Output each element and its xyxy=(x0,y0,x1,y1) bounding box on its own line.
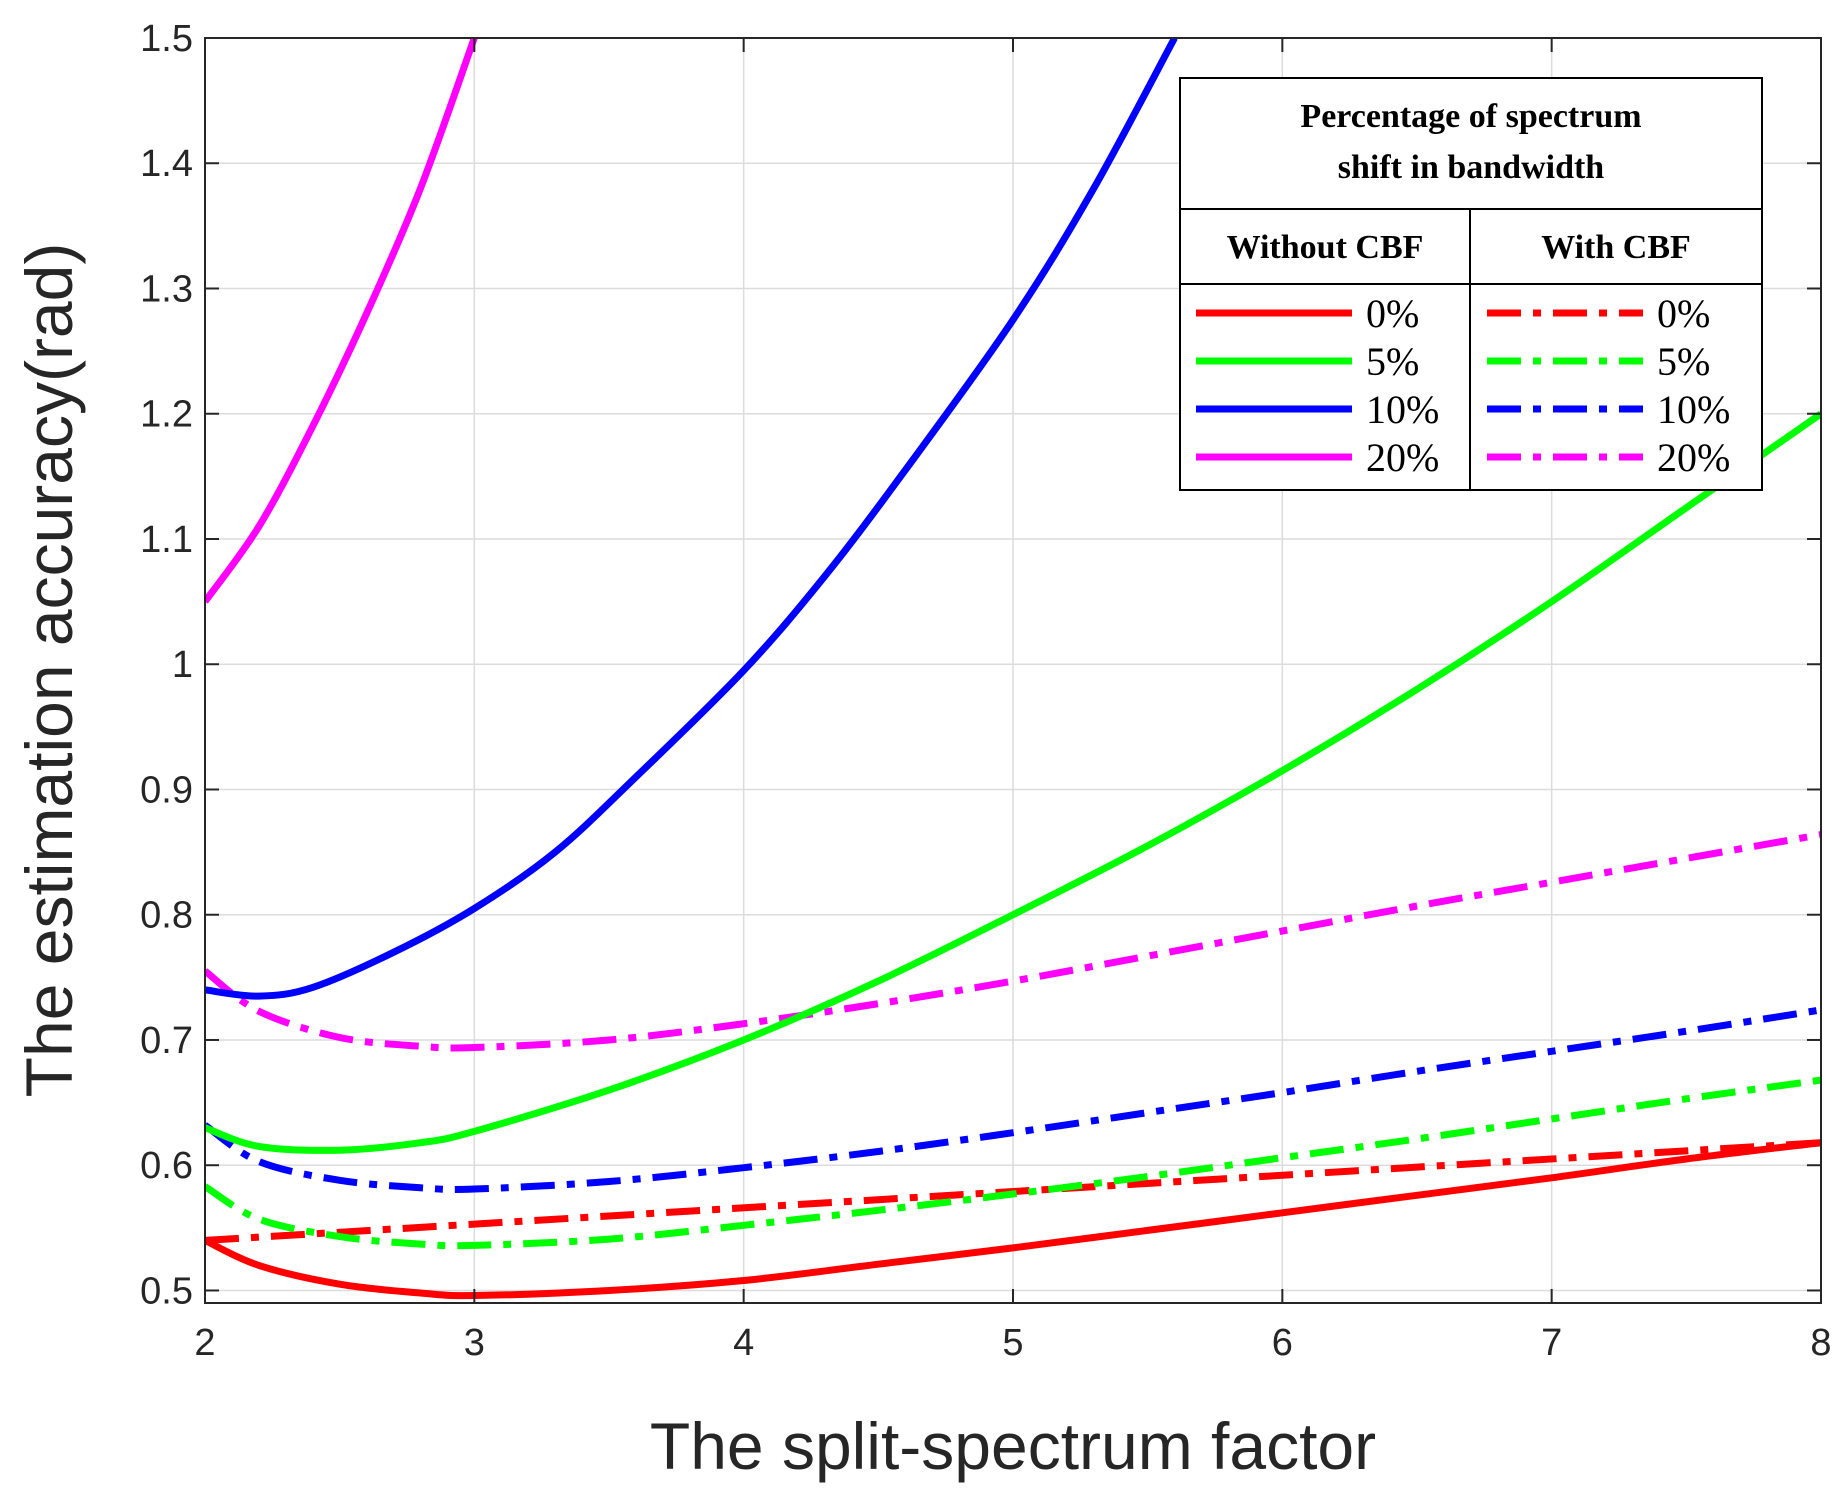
legend-label: 0% xyxy=(1657,291,1710,336)
x-tick-labels: 2 3 4 5 6 7 8 xyxy=(194,1322,1831,1364)
x-axis-title: The split-spectrum factor xyxy=(650,1409,1376,1483)
series-line-without-cbf-20- xyxy=(205,38,478,604)
legend-label: 5% xyxy=(1366,339,1419,384)
legend-header-with-cbf: With CBF xyxy=(1541,229,1691,266)
y-tick-label: 0.5 xyxy=(140,1270,193,1312)
legend-label: 10% xyxy=(1366,387,1439,432)
x-tick-label: 8 xyxy=(1810,1322,1831,1364)
x-tick-label: 5 xyxy=(1002,1322,1023,1364)
y-tick-label: 1.2 xyxy=(140,394,193,436)
y-tick-label: 1.3 xyxy=(140,268,193,310)
legend-title-line-1: Percentage of spectrum xyxy=(1300,98,1641,135)
legend-label: 10% xyxy=(1657,387,1730,432)
tick-marks xyxy=(204,37,1822,1303)
y-tick-labels: 0.5 0.6 0.7 0.8 0.9 1 1.1 1.2 1.3 1.4 1.5 xyxy=(140,18,193,1312)
y-tick-label: 1.1 xyxy=(140,519,193,561)
y-tick-label: 1.4 xyxy=(140,143,193,185)
x-tick-label: 2 xyxy=(194,1322,215,1364)
legend-label: 20% xyxy=(1657,435,1730,480)
x-tick-label: 7 xyxy=(1541,1322,1562,1364)
legend-header-without-cbf: Without CBF xyxy=(1227,229,1424,266)
x-tick-label: 4 xyxy=(733,1322,754,1364)
y-tick-label: 0.6 xyxy=(140,1145,193,1187)
legend-label: 20% xyxy=(1366,435,1439,480)
series-line-with-cbf-5- xyxy=(205,1076,1821,1250)
legend-label: 5% xyxy=(1657,339,1710,384)
legend-entries: 0%5%10%20%0%5%10%20% xyxy=(1196,291,1730,480)
legend: Percentage of spectrum shift in bandwidt… xyxy=(1179,77,1763,491)
x-tick-label: 3 xyxy=(464,1322,485,1364)
legend-title-line-2: shift in bandwidth xyxy=(1338,149,1605,186)
legend-label: 0% xyxy=(1366,291,1419,336)
series-line-without-cbf-5- xyxy=(205,410,1821,1154)
y-tick-label: 0.7 xyxy=(140,1020,193,1062)
series-line-without-cbf-10- xyxy=(205,38,1178,1000)
series-line-with-cbf-20- xyxy=(205,831,1821,1052)
series-line-without-cbf-0- xyxy=(205,1139,1821,1300)
x-tick-label: 6 xyxy=(1272,1322,1293,1364)
y-tick-label: 1.5 xyxy=(140,18,193,60)
series-group xyxy=(205,38,1821,1300)
y-tick-label: 1 xyxy=(172,644,193,686)
y-axis-title: The estimation accuracy(rad) xyxy=(12,243,86,1098)
series-line-with-cbf-10- xyxy=(205,1006,1821,1193)
y-tick-label: 0.9 xyxy=(140,769,193,811)
y-tick-label: 0.8 xyxy=(140,895,193,937)
